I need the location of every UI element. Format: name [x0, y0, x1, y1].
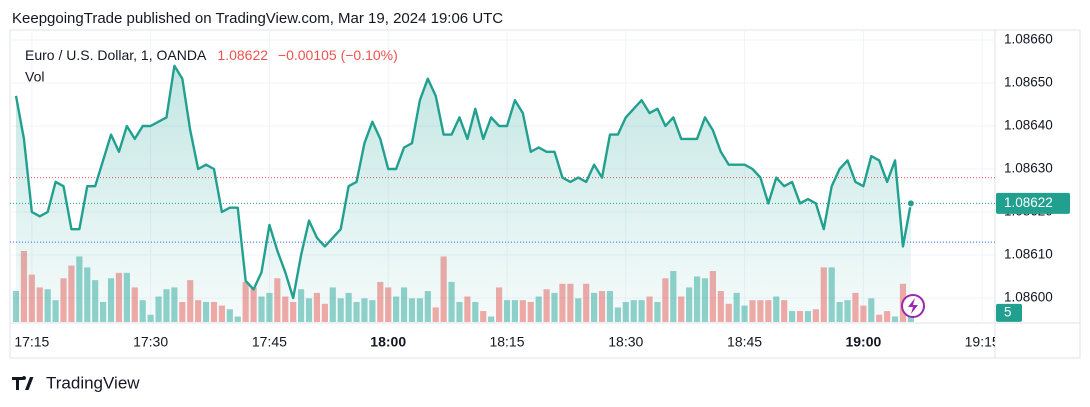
volume-legend: Vol	[25, 69, 44, 85]
x-tick-label: 18:15	[489, 334, 524, 350]
symbol: Euro / U.S. Dollar, 1, OANDA	[25, 47, 207, 63]
time-axis: 17:15 17:30 17:45 18:00 18:15 18:30 18:45 19:00…	[14, 334, 1000, 350]
chart-frame	[9, 29, 1081, 359]
price-area	[16, 65, 911, 323]
y-tick-label: 1.08610	[1004, 247, 1053, 262]
x-tick-label: 18:30	[608, 334, 643, 350]
x-tick-label: 18:45	[727, 334, 762, 350]
x-tick-label: 17:45	[252, 334, 287, 350]
y-tick-label: 1.08650	[1004, 75, 1053, 90]
volume-badge	[996, 303, 1022, 322]
x-tick-label: 19:00	[845, 334, 881, 350]
x-tick-label: 17:15	[14, 334, 49, 350]
footer-logo: TradingView	[12, 373, 140, 392]
y-tick-label: 1.08630	[1004, 161, 1053, 176]
price-change: −0.00105 (−0.10%)	[278, 47, 398, 63]
price-pane	[10, 64, 995, 323]
publish-header: KeepgoingTrade published on TradingView.…	[12, 10, 503, 27]
price-line	[14, 64, 913, 300]
x-tick-label: 18:00	[370, 334, 406, 350]
y-tick-label: 1.08600	[1004, 290, 1053, 305]
replay-icon	[901, 294, 925, 318]
x-tick-label: 17:30	[133, 334, 168, 350]
x-tick-label: 19:15	[965, 334, 1000, 350]
y-tick-label: 1.08640	[1004, 118, 1053, 133]
footer-brand: TradingView	[46, 373, 140, 392]
legend: Euro / U.S. Dollar, 1, OANDA 1.08622 −0.…	[25, 47, 398, 63]
last-price-badge	[996, 192, 1070, 214]
last-point	[906, 199, 915, 208]
last-price-label: 1.08622	[1004, 195, 1053, 210]
last-price: 1.08622	[217, 47, 268, 63]
price-axis: 1.086001.086101.086201.086301.086401.086…	[996, 32, 1070, 322]
y-tick-label: 1.08660	[1004, 32, 1053, 47]
volume-label: 5	[1004, 304, 1012, 319]
